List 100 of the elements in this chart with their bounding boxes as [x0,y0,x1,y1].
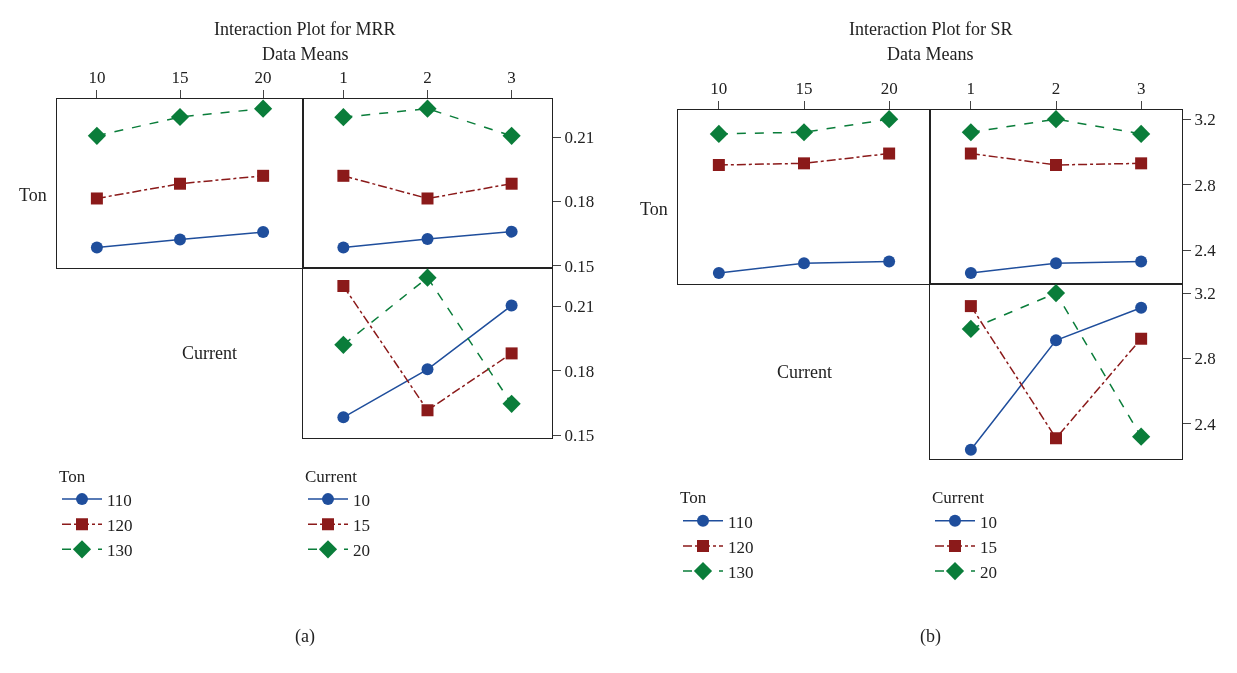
x-tick-label: 2 [1051,78,1061,98]
y-axis-title: Current [182,343,237,363]
y-tick-label: 3.2 [1194,110,1216,130]
legend-label: 110 [107,490,132,510]
chart-title: Interaction Plot for SR [849,19,1013,39]
x-tick-label: 15 [171,67,189,87]
point [254,99,273,118]
legend-label: 120 [107,515,133,535]
legend-label: 10 [980,512,997,532]
point [1135,301,1148,314]
y-axis-title: Current [777,362,832,382]
point [964,147,977,160]
y-tick-label: 2.4 [1194,241,1217,260]
legend-label: 15 [353,515,370,535]
y-tick-label: 2.8 [1194,175,1216,195]
chart-title: Interaction Plot for MRR [214,19,396,39]
point [334,335,353,354]
point [1132,427,1151,446]
point [798,157,810,170]
point [1046,283,1066,303]
point [709,124,728,143]
point [421,363,434,376]
y-tick-label: 0.21 [564,128,595,148]
point [337,241,350,254]
point [505,299,518,312]
legend-label: 130 [728,562,754,582]
legend-label: 120 [728,537,754,557]
legend-label: 15 [980,537,997,557]
legend-title: Ton [680,488,707,508]
legend-label: 110 [728,512,753,532]
chart-subtitle: Data Means [262,44,349,64]
x-tick-label: 3 [507,67,516,87]
point [174,177,186,190]
point [1046,110,1066,129]
point [418,268,437,287]
legend-title: Current [305,466,358,486]
legend-label: 20 [353,540,370,560]
point [1050,257,1062,270]
point [961,319,980,339]
point [961,123,980,142]
point [1132,124,1151,143]
y-tick-label: 0.21 [564,297,595,317]
y-axis-title: Ton [640,199,668,219]
point [1135,255,1148,268]
point [964,300,977,313]
point [257,226,270,239]
point [1050,158,1062,171]
point [421,192,434,205]
point [712,158,725,171]
point [502,126,521,145]
x-tick-label: 20 [254,67,272,87]
point [505,177,518,190]
point [174,233,186,246]
y-tick-label: 0.18 [564,361,595,381]
point [505,347,518,360]
point [421,232,434,245]
legend-label: 20 [980,562,997,582]
point [880,110,899,129]
x-tick-label: 10 [710,78,728,98]
point [337,280,350,293]
point [794,123,814,142]
y-tick-label: 0.15 [564,256,595,276]
point [964,443,977,456]
legend-title: Ton [59,466,86,486]
point [337,411,350,424]
legend-label: 130 [107,540,133,560]
x-tick-label: 1 [966,78,976,98]
point [87,126,106,145]
point [798,257,810,270]
point [1135,157,1148,170]
point [1050,334,1062,347]
x-tick-label: 3 [1136,78,1146,98]
y-tick-label: 3.2 [1194,284,1216,303]
x-tick-label: 10 [88,67,106,87]
point [883,255,896,268]
point [712,266,725,279]
x-tick-label: 1 [339,67,348,87]
point [964,266,977,279]
text: (b) [920,626,941,647]
point [883,147,896,160]
point [1135,332,1148,345]
point [170,107,190,127]
text: (a) [295,626,315,647]
point [421,404,434,417]
x-tick-label: 20 [880,78,898,98]
point [502,394,521,413]
point [257,169,270,182]
y-axis-title: Ton [19,185,47,205]
x-tick-label: 15 [795,78,813,98]
y-tick-label: 2.8 [1194,349,1216,369]
point [505,225,518,238]
chart-subtitle: Data Means [887,44,974,64]
point [90,241,103,254]
legend-label: 10 [353,490,370,510]
point [337,169,350,182]
point [418,99,437,118]
y-tick-label: 0.15 [564,426,595,446]
point [1050,432,1062,445]
y-tick-label: 0.18 [564,192,595,212]
point [90,192,103,205]
